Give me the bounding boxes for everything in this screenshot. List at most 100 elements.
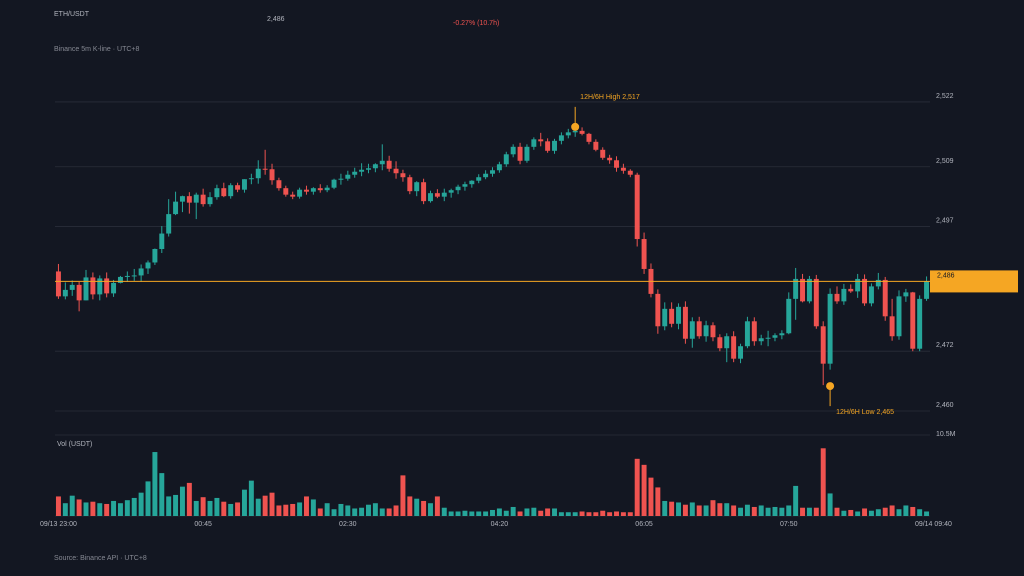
volume-bar [276,505,282,516]
candle-body [200,194,206,205]
volume-bar [90,501,96,516]
candle-body [455,186,461,191]
candle-body [138,268,144,276]
volume-bar [593,512,599,516]
candle [359,163,365,177]
candle-body [414,182,420,192]
candle-body [689,321,695,339]
volume-bar [827,493,833,516]
candle-body [173,201,179,215]
candle-body [490,170,495,174]
candle [758,334,764,346]
volume-bar [145,481,151,516]
volume-bar [875,509,881,516]
candle [724,333,730,363]
volume-bar [62,503,68,516]
volume-bar [600,510,606,516]
candle [593,139,599,152]
candle-body [283,188,289,195]
candle [331,178,337,190]
volume-bar [338,503,344,516]
candle-body [476,177,482,181]
candle-body [62,289,68,297]
candle-body [579,130,585,134]
candle-body [496,164,502,171]
volume-bar [255,498,261,516]
candle-body [428,193,433,202]
y-tick-label: 2,460 [936,402,954,409]
high-annotation-marker [571,122,580,131]
candle-body [400,173,406,178]
candle-body [696,321,702,337]
volume-bar [586,512,592,516]
volume-bar [152,452,158,516]
volume-bar [786,505,792,516]
candle [882,276,888,321]
volume-bar [131,497,137,516]
candle [524,144,530,163]
candle [751,317,757,346]
candle [579,127,585,136]
volume-bar [159,473,165,516]
candle [255,160,261,184]
candle [159,226,165,253]
candle-body [868,286,874,304]
low-annotation-label: 12H/6H Low 2,465 [836,409,894,416]
candle-body [682,306,688,339]
volume-bar [193,500,199,516]
candle-body [572,130,578,133]
volume-bar [510,506,516,516]
candle [779,330,785,340]
volume-bar [669,501,675,516]
candle-body [269,169,275,181]
candle-body [434,193,440,197]
x-tick-label: 09/14 09:40 [915,521,952,528]
candle-body [586,133,592,142]
candle-body [744,321,750,347]
candle-body [841,288,847,302]
candle-body [731,336,737,359]
candle [248,173,254,185]
candle-body [503,154,509,165]
candle-body [855,278,861,292]
volume-bar [710,500,716,516]
chart-subtitle: Binance 5m K-line · UTC+8 [54,46,140,53]
volume-bar [744,504,750,516]
candle-body [607,157,613,161]
candle [269,163,275,185]
volume-bar [414,498,420,516]
candle-body [303,189,309,192]
candle-body [366,168,371,170]
volume-bar [558,512,564,516]
candle [421,178,427,205]
candle-body [262,168,268,170]
volume-bar [97,503,103,516]
candle [917,295,923,352]
candle [676,303,682,330]
volume-bar [228,503,234,516]
volume-bar [779,507,785,516]
volume-bar [372,503,378,516]
volume-bar [317,508,323,516]
candle [786,292,792,335]
candle [717,334,723,352]
candle-body [207,197,213,205]
volume-bar [655,487,661,516]
volume-bar [297,502,303,516]
candle [655,289,661,334]
candle [345,170,351,181]
volume-bar [83,502,89,516]
candle [620,163,626,174]
candle [793,267,799,320]
candle-body [310,188,316,192]
candle-body [531,139,537,147]
volume-bar [648,477,654,516]
volume-bar [531,507,537,516]
candle-body [97,278,103,295]
volume-bar [331,509,337,516]
volume-bar [345,505,351,516]
candle-body [83,277,89,301]
volume-bar [69,495,75,516]
volume-bar [248,480,254,516]
